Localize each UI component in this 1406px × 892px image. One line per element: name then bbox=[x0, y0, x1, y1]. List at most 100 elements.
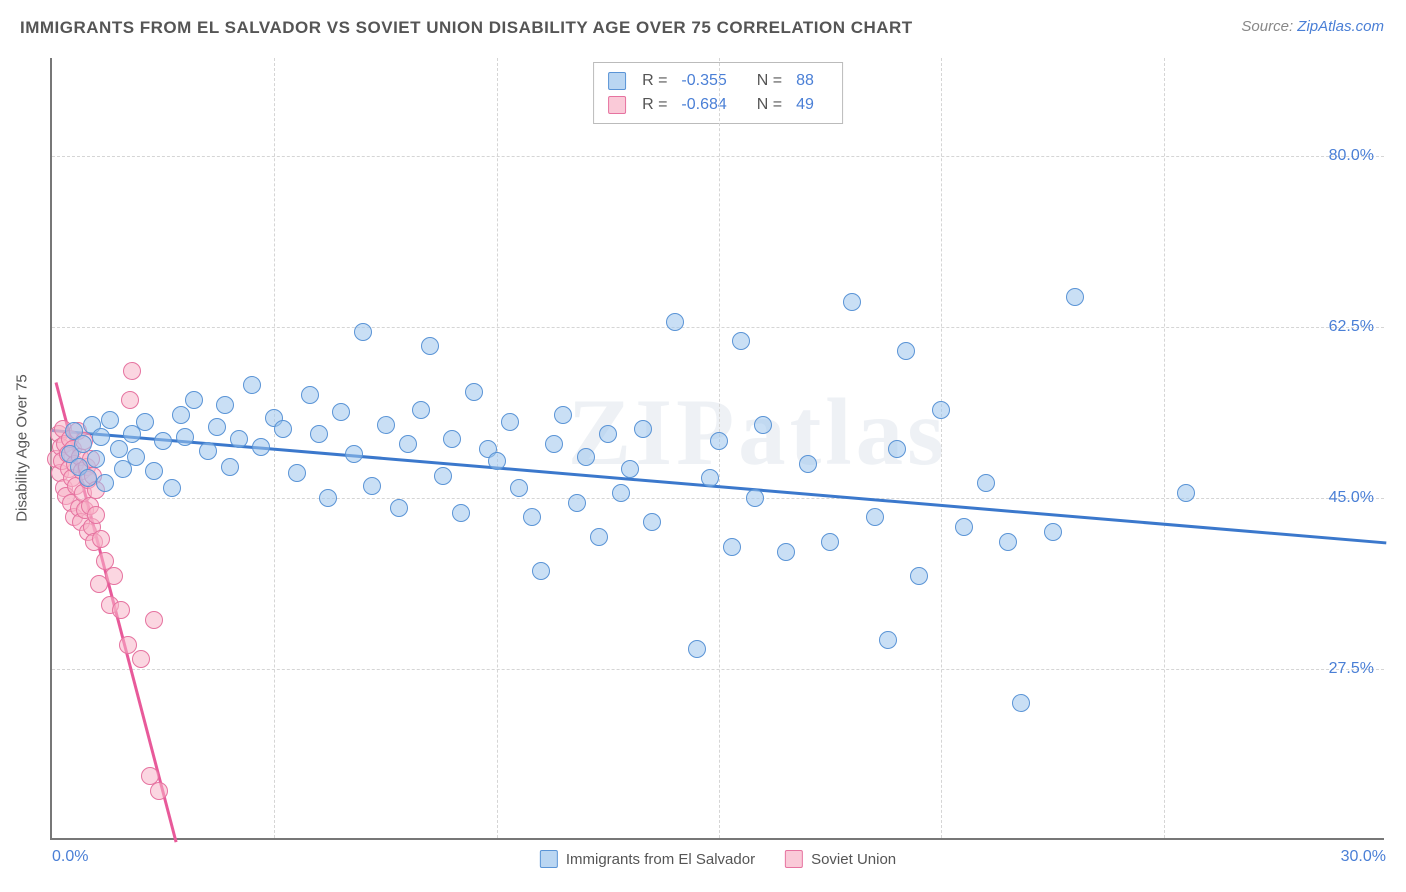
data-point bbox=[221, 458, 239, 476]
data-point bbox=[101, 411, 119, 429]
data-point bbox=[421, 337, 439, 355]
data-point bbox=[176, 428, 194, 446]
data-point bbox=[288, 464, 306, 482]
data-point bbox=[710, 432, 728, 450]
data-point bbox=[230, 430, 248, 448]
data-point bbox=[310, 425, 328, 443]
data-point bbox=[523, 508, 541, 526]
data-point bbox=[866, 508, 884, 526]
data-point bbox=[510, 479, 528, 497]
data-point bbox=[723, 538, 741, 556]
n-label-a: N = bbox=[757, 69, 782, 93]
legend-swatch-b-icon bbox=[785, 850, 803, 868]
data-point bbox=[172, 406, 190, 424]
legend-item-b: Soviet Union bbox=[785, 850, 896, 868]
data-point bbox=[243, 376, 261, 394]
legend-label-a: Immigrants from El Salvador bbox=[566, 851, 755, 868]
data-point bbox=[112, 601, 130, 619]
data-point bbox=[199, 442, 217, 460]
data-point bbox=[732, 332, 750, 350]
gridline-h bbox=[52, 327, 1384, 328]
data-point bbox=[879, 631, 897, 649]
data-point bbox=[150, 782, 168, 800]
data-point bbox=[932, 401, 950, 419]
data-point bbox=[87, 450, 105, 468]
data-point bbox=[434, 467, 452, 485]
data-point bbox=[977, 474, 995, 492]
data-point bbox=[332, 403, 350, 421]
data-point bbox=[377, 416, 395, 434]
data-point bbox=[390, 499, 408, 517]
y-tick-label: 27.5% bbox=[1329, 660, 1374, 678]
legend-item-a: Immigrants from El Salvador bbox=[540, 850, 755, 868]
data-point bbox=[96, 474, 114, 492]
data-point bbox=[87, 506, 105, 524]
data-point bbox=[532, 562, 550, 580]
data-point bbox=[999, 533, 1017, 551]
data-point bbox=[599, 425, 617, 443]
legend-label-b: Soviet Union bbox=[811, 851, 896, 868]
data-point bbox=[643, 513, 661, 531]
y-tick-label: 80.0% bbox=[1329, 147, 1374, 165]
n-value-a: 88 bbox=[796, 69, 814, 93]
data-point bbox=[208, 418, 226, 436]
legend-swatch-a-icon bbox=[540, 850, 558, 868]
y-axis-label: Disability Age Over 75 bbox=[14, 374, 31, 522]
data-point bbox=[888, 440, 906, 458]
data-point bbox=[554, 406, 572, 424]
data-point bbox=[79, 469, 97, 487]
data-point bbox=[955, 518, 973, 536]
data-point bbox=[145, 611, 163, 629]
data-point bbox=[154, 432, 172, 450]
data-point bbox=[465, 383, 483, 401]
swatch-b-icon bbox=[608, 96, 626, 114]
x-tick-label: 0.0% bbox=[52, 848, 88, 866]
gridline-h bbox=[52, 156, 1384, 157]
y-tick-label: 62.5% bbox=[1329, 318, 1374, 336]
gridline-v bbox=[1164, 58, 1165, 838]
source-link[interactable]: ZipAtlas.com bbox=[1297, 18, 1384, 35]
data-point bbox=[399, 435, 417, 453]
data-point bbox=[777, 543, 795, 561]
data-point bbox=[145, 462, 163, 480]
data-point bbox=[897, 342, 915, 360]
data-point bbox=[119, 636, 137, 654]
data-point bbox=[274, 420, 292, 438]
data-point bbox=[701, 469, 719, 487]
gridline-v bbox=[941, 58, 942, 838]
data-point bbox=[799, 455, 817, 473]
data-point bbox=[612, 484, 630, 502]
data-point bbox=[545, 435, 563, 453]
swatch-a-icon bbox=[608, 72, 626, 90]
n-value-b: 49 bbox=[796, 93, 814, 117]
data-point bbox=[163, 479, 181, 497]
data-point bbox=[443, 430, 461, 448]
stats-row-b: R = -0.684 N = 49 bbox=[608, 93, 828, 117]
data-point bbox=[590, 528, 608, 546]
data-point bbox=[185, 391, 203, 409]
data-point bbox=[319, 489, 337, 507]
data-point bbox=[754, 416, 772, 434]
data-point bbox=[121, 391, 139, 409]
data-point bbox=[252, 438, 270, 456]
chart-title: IMMIGRANTS FROM EL SALVADOR VS SOVIET UN… bbox=[20, 18, 913, 38]
data-point bbox=[634, 420, 652, 438]
data-point bbox=[132, 650, 150, 668]
y-tick-label: 45.0% bbox=[1329, 489, 1374, 507]
data-point bbox=[666, 313, 684, 331]
data-point bbox=[136, 413, 154, 431]
data-point bbox=[216, 396, 234, 414]
data-point bbox=[1066, 288, 1084, 306]
data-point bbox=[363, 477, 381, 495]
gridline-v bbox=[497, 58, 498, 838]
data-point bbox=[127, 448, 145, 466]
data-point bbox=[110, 440, 128, 458]
data-point bbox=[301, 386, 319, 404]
n-label-b: N = bbox=[757, 93, 782, 117]
data-point bbox=[1044, 523, 1062, 541]
data-point bbox=[843, 293, 861, 311]
data-point bbox=[412, 401, 430, 419]
x-tick-label: 30.0% bbox=[1341, 848, 1386, 866]
legend: Immigrants from El Salvador Soviet Union bbox=[540, 850, 896, 868]
data-point bbox=[577, 448, 595, 466]
